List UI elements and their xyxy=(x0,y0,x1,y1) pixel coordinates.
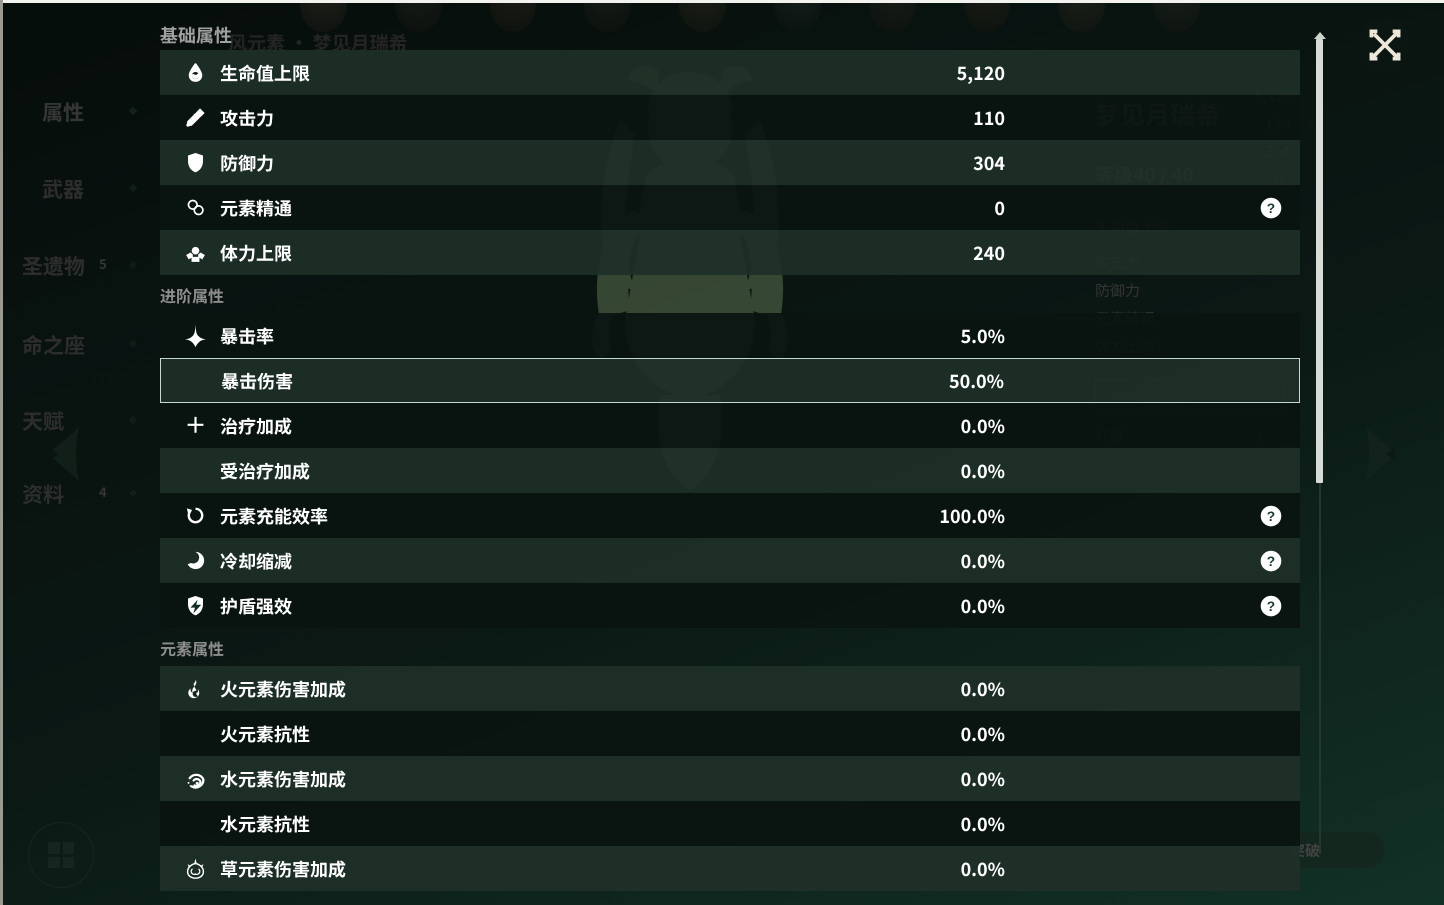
svg-text:?: ? xyxy=(1267,508,1275,523)
svg-text:?: ? xyxy=(1267,598,1275,613)
svg-text:?: ? xyxy=(1267,200,1275,215)
svg-text:?: ? xyxy=(1267,553,1275,568)
